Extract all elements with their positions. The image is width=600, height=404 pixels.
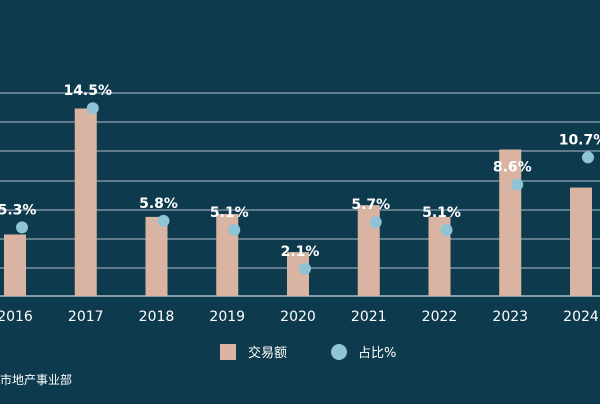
point-2017: [86, 102, 99, 115]
data-label-2019: 5.1%: [210, 205, 249, 221]
bar-2018: [145, 216, 168, 296]
point-series: [16, 102, 594, 275]
legend: 交易额 占比%: [220, 344, 396, 361]
x-tick-label-2020: 2020: [280, 309, 316, 325]
point-2022: [440, 223, 453, 236]
data-label-2023: 8.6%: [493, 160, 532, 176]
x-tick-label-2018: 2018: [139, 309, 175, 325]
x-axis: 2016 2017 2018 2019 2020 2021 2022 2023 2024: [0, 309, 599, 325]
x-tick-label-2024: 2024: [563, 309, 599, 325]
point-2020: [299, 262, 311, 275]
data-label-2020: 2.1%: [281, 244, 320, 260]
point-2023: [511, 178, 524, 191]
data-label-2018: 5.8%: [139, 196, 178, 212]
data-label-2016: 5.3%: [0, 202, 36, 218]
data-label-2024: 10.7%: [559, 132, 600, 148]
data-label-2017: 14.5%: [63, 83, 112, 99]
x-tick-label-2022: 2022: [422, 309, 458, 325]
point-2024: [582, 151, 594, 164]
gridlines: [0, 92, 600, 297]
bar-2016: [4, 234, 26, 296]
x-tick-label-2023: 2023: [492, 309, 528, 325]
x-tick-label-2019: 2019: [209, 309, 245, 325]
source-text: 市地产事业部: [0, 372, 72, 387]
legend-swatch-point: [331, 344, 347, 360]
bar-2017: [74, 108, 97, 296]
data-label-2022: 5.1%: [422, 205, 461, 221]
data-label-2021: 5.7%: [351, 197, 390, 213]
legend-label-point: 占比%: [358, 346, 396, 361]
x-tick-label-2017: 2017: [68, 309, 104, 325]
x-tick-label-2016: 2016: [0, 309, 33, 325]
point-2016: [16, 221, 28, 234]
legend-label-bar: 交易额: [248, 345, 287, 361]
point-2018: [157, 214, 170, 227]
legend-swatch-bar: [220, 344, 236, 360]
x-tick-label-2021: 2021: [351, 309, 387, 325]
data-labels: 5.3% 14.5% 5.8% 5.1% 2.1% 5.7% 5.1% 8.6% 10.7%: [0, 83, 600, 260]
point-2021: [369, 216, 382, 229]
bar-series: [4, 108, 592, 296]
point-2019: [228, 223, 241, 236]
bar-2024: [570, 187, 592, 296]
bar-2022: [428, 216, 451, 296]
